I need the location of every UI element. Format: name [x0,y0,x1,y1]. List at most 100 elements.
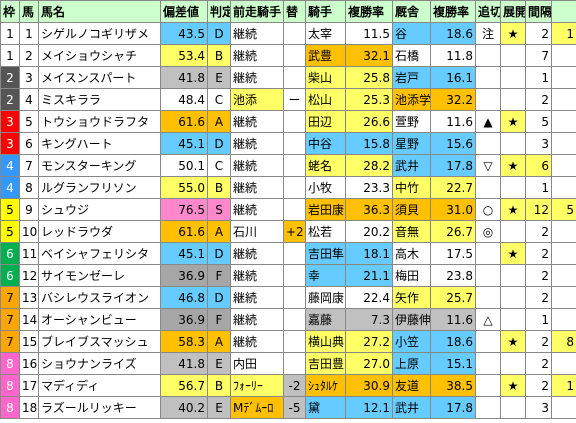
waku-cell: 8 [0,374,20,397]
interval-cell: 2 [525,352,552,375]
waku-cell: 3 [0,132,20,155]
change-cell [283,176,306,199]
trainer-rate-cell: 22.7 [430,176,476,199]
change-cell [283,242,306,265]
no-cell: 17 [19,374,39,397]
header-cell: 複勝率 [430,0,476,23]
jockey-cell: 嘉藤 [305,308,346,331]
trainer-cell: 池添学 [392,88,431,111]
table-row: 3 6 キングハート 45.1 D 継続 中谷 15.8 星野 15.6 3 [0,132,576,155]
extra-cell [551,352,576,375]
extra-cell [551,66,576,89]
training-cell [475,264,501,287]
table-row: 8 16 ショウナンライズ 41.8 E 内田 吉田豊 27.0 上原 15.1 2 [0,352,576,375]
extra-cell [551,44,576,67]
jockey-cell: ｼｭﾀﾙｹ [305,374,346,397]
jockey-rate-cell: 27.0 [345,352,393,375]
pace-cell [500,176,526,199]
trainer-cell: 伊藤伸 [392,308,431,331]
trainer-rate-cell: 17.8 [430,154,476,177]
waku-cell: 4 [0,176,20,199]
jockey-cell: 太宰 [305,22,346,45]
table-row: 3 5 トウショウドラフタ 61.6 A 継続 田辺 26.6 萱野 11.6 ▲ ★ 5 [0,110,576,133]
trainer-cell: 須貝 [392,198,431,221]
extra-cell [551,286,576,309]
grade-cell: B [207,44,231,67]
trainer-cell: 武井 [392,154,431,177]
score-cell: 61.6 [160,110,208,133]
training-cell [475,88,501,111]
pace-cell [500,352,526,375]
trainer-rate-cell: 25.7 [430,286,476,309]
prev-jockey-cell: 継続 [230,132,284,155]
pace-cell [500,220,526,243]
table-row: 8 18 ラズールリッキー 40.2 E Mﾃﾞﾑｰﾛ -5 黛 12.1 武井 17.8 3 [0,396,576,419]
change-cell [283,66,306,89]
table-row: 6 12 サイモンゼーレ 36.9 F 継続幸 21.1 梅田 23.8 2 [0,264,576,287]
trainer-rate-cell: 11.8 [430,44,476,67]
training-cell [475,330,501,353]
table-row: 5 10 レッドラウダ 61.6 A 石川 +2 松若 20.2 音無 26.7 ◎ 2 [0,220,576,243]
training-cell [475,132,501,155]
score-cell: 76.5 [160,198,208,221]
jockey-cell: 吉田豊 [305,352,346,375]
waku-cell: 2 [0,88,20,111]
prev-jockey-cell: 継続 [230,264,284,287]
prev-jockey-cell: 継続 [230,66,284,89]
jockey-cell: 横山典 [305,330,346,353]
prev-jockey-cell: 継続 [230,308,284,331]
grade-cell: A [207,220,231,243]
waku-cell: 8 [0,352,20,375]
no-cell: 13 [19,286,39,309]
interval-cell: 1 [525,176,552,199]
jockey-cell: 吉田隼 [305,242,346,265]
table-row: 7 13 バシレウスライオン 46.8 D 継続 藤岡康 22.4 矢作 25.7 2 [0,286,576,309]
header-cell: 枠 [0,0,20,23]
waku-cell: 1 [0,44,20,67]
score-cell: 48.4 [160,88,208,111]
grade-cell: E [207,352,231,375]
name-cell: ベイシャフェリシタ [38,242,161,265]
change-cell [283,330,306,353]
pace-cell [500,264,526,287]
extra-cell: 1 [551,374,576,397]
interval-cell: 2 [525,374,552,397]
table-row: 2 3 メイスンスパート 41.8 E 継続 柴山 25.8 岩戸 16.1 1 [0,66,576,89]
waku-cell: 8 [0,396,20,419]
training-cell [475,396,501,419]
trainer-cell: 萱野 [392,110,431,133]
name-cell: モンスターキング [38,154,161,177]
header-cell: 間隔 [525,0,552,23]
header-cell: 偏差値 [160,0,208,23]
name-cell: ルグランフリソン [38,176,161,199]
score-cell: 41.8 [160,66,208,89]
score-cell: 45.1 [160,132,208,155]
score-cell: 46.8 [160,286,208,309]
jockey-rate-cell: 7.3 [345,308,393,331]
prev-jockey-cell: 継続 [230,154,284,177]
trainer-cell: 小笠 [392,330,431,353]
waku-cell: 6 [0,264,20,287]
jockey-cell: 武豊 [305,44,346,67]
extra-cell: 8 [551,330,576,353]
name-cell: ブレイブスマッシュ [38,330,161,353]
prev-jockey-cell: 継続 [230,176,284,199]
training-cell [475,66,501,89]
table-row: 1 1 シゲルノコギリザメ 43.5 D 継続 太宰 11.5 谷 18.6 注 ★ 2 1 [0,22,576,45]
trainer-rate-cell: 18.6 [430,330,476,353]
trainer-rate-cell: 38.5 [430,374,476,397]
score-cell: 55.0 [160,176,208,199]
grade-cell: D [207,242,231,265]
jockey-rate-cell: 23.3 [345,176,393,199]
grade-cell: A [207,110,231,133]
no-cell: 3 [19,66,39,89]
name-cell: ラズールリッキー [38,396,161,419]
change-cell [283,22,306,45]
grade-cell: F [207,308,231,331]
pace-cell [500,132,526,155]
jockey-cell: 藤岡康 [305,286,346,309]
header-cell: 馬名 [38,0,161,23]
interval-cell: 3 [525,132,552,155]
